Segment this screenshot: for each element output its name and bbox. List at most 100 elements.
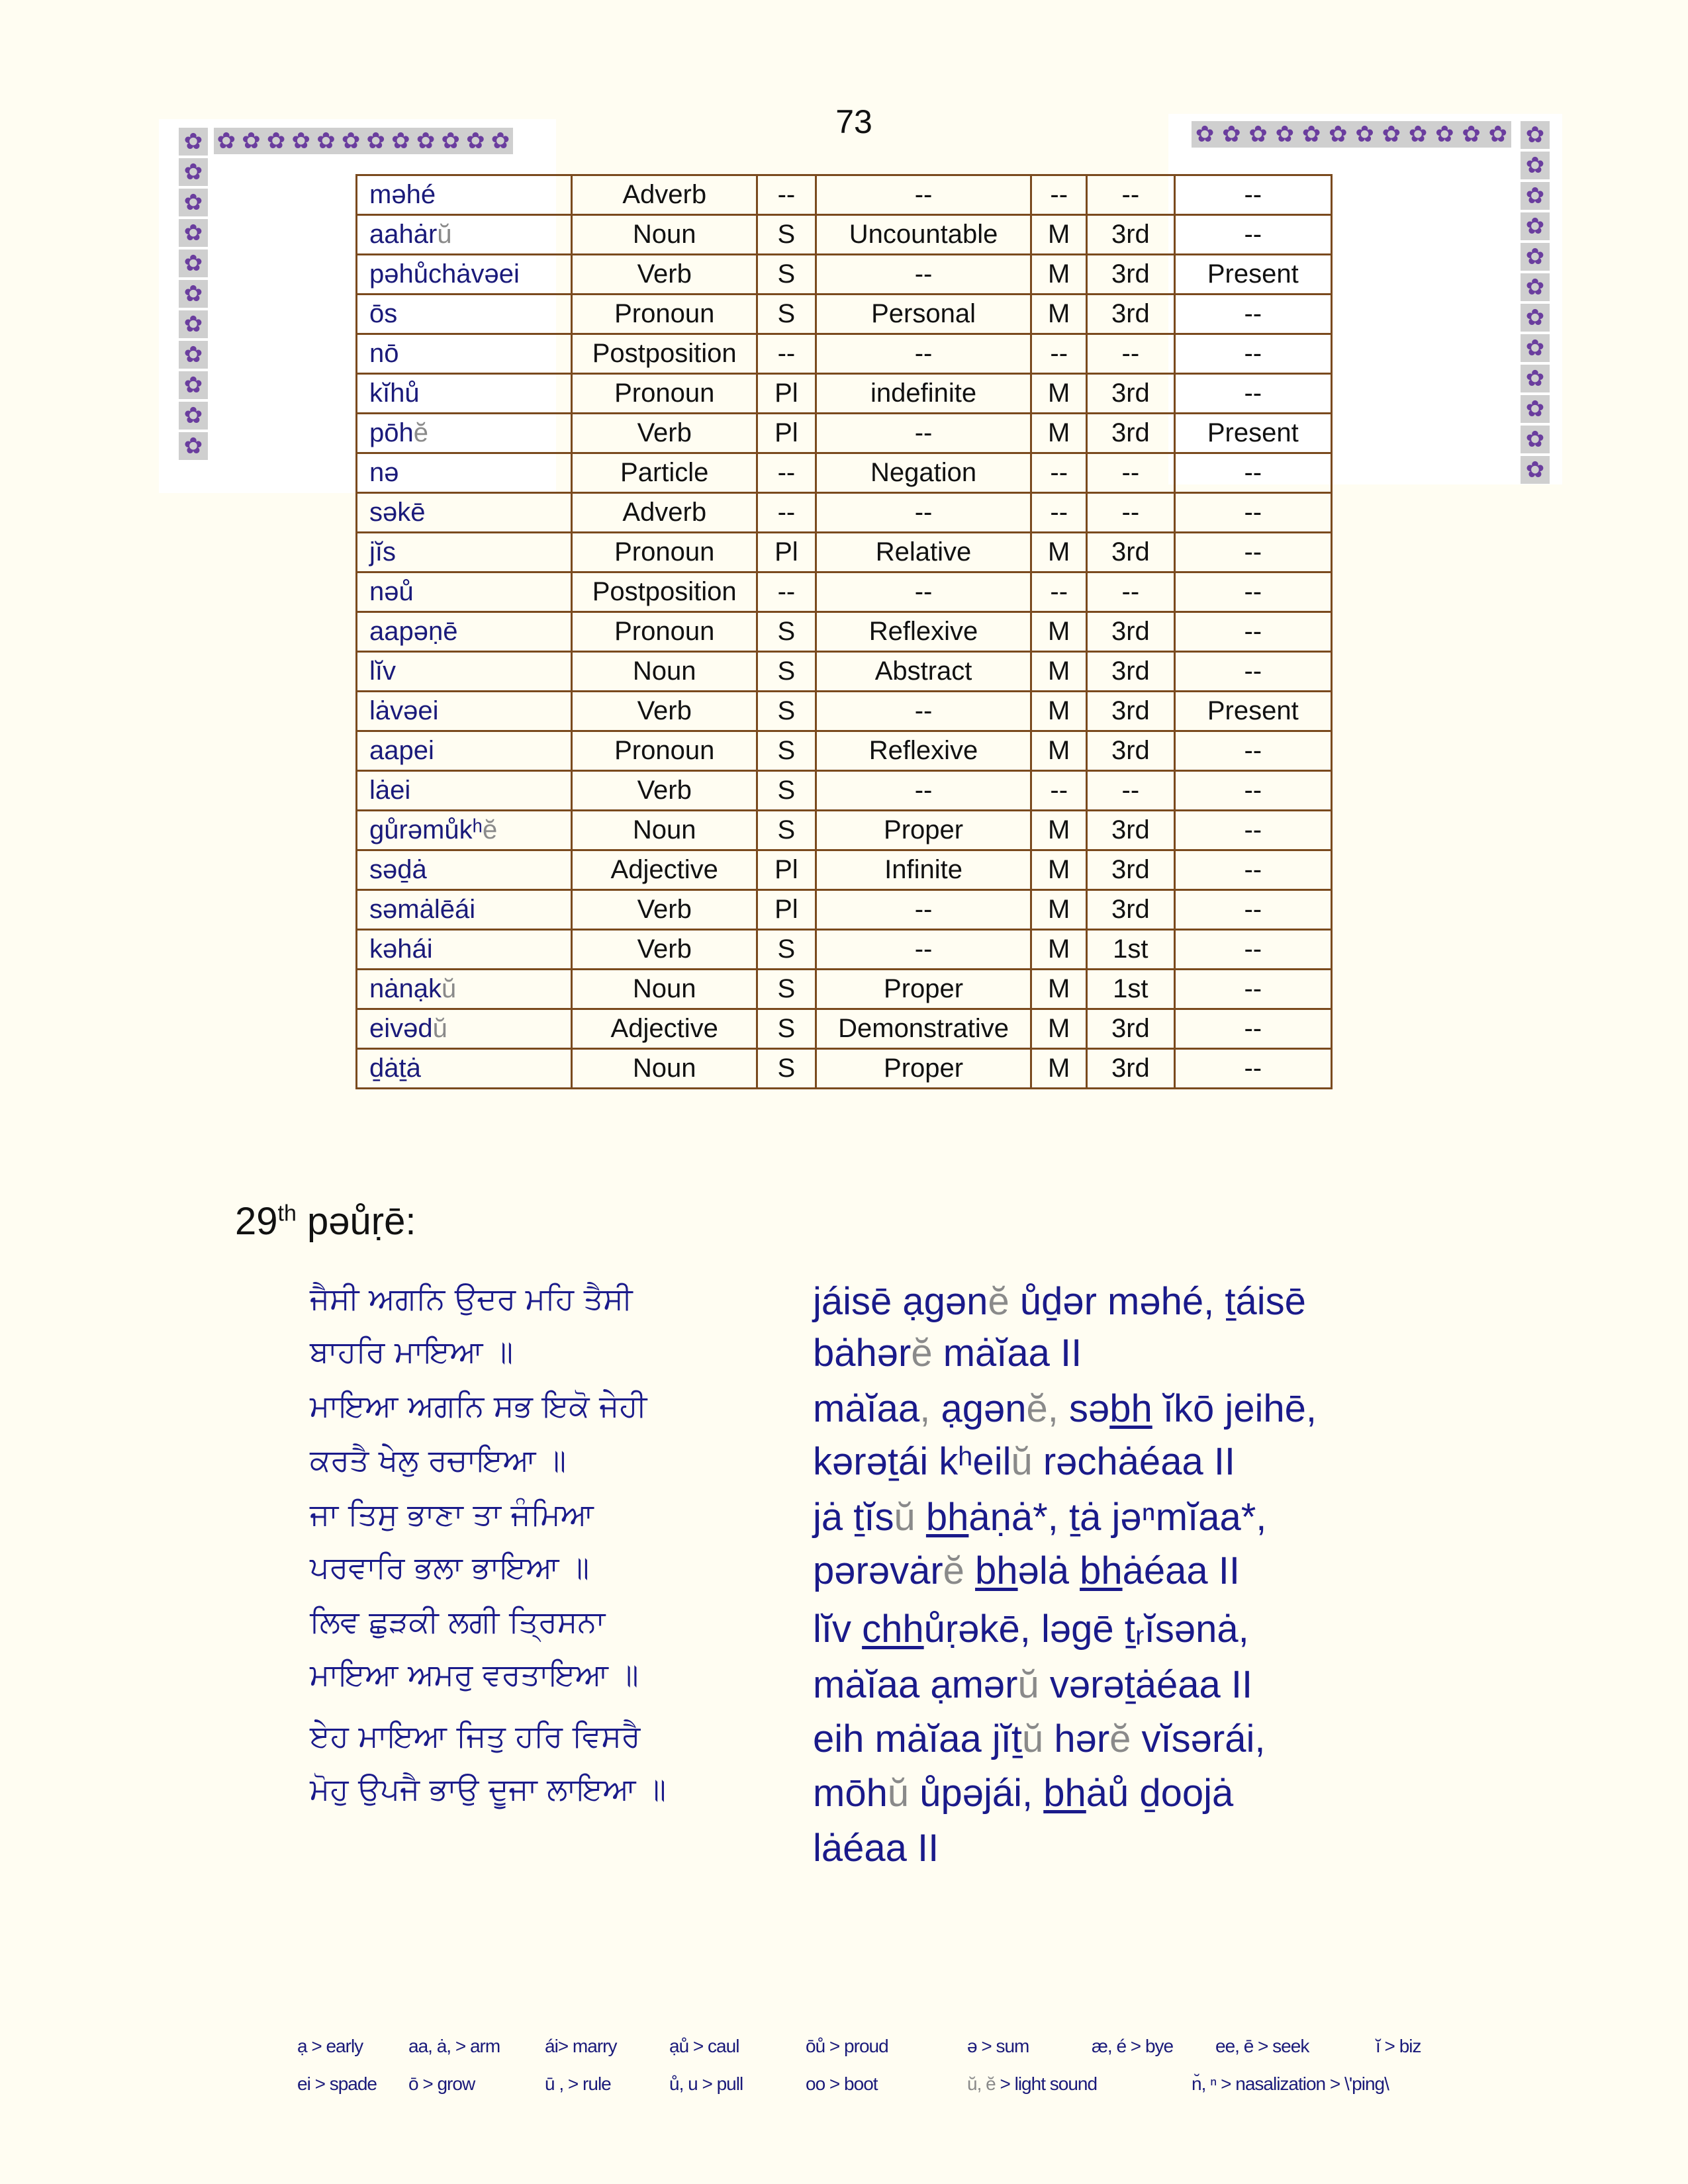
text-segment: oo > boot (806, 2073, 878, 2094)
text-segment: rəchȧéaa II (1032, 1440, 1236, 1483)
gurmukhi-line: ਕਰਤੈ ਖੇਲੁ ਰਚਾਇਆ ॥ (310, 1442, 567, 1478)
text-segment: jĭs (369, 537, 396, 567)
word-cell: kəhái (355, 929, 573, 970)
person-cell: 3rd (1086, 1008, 1176, 1050)
table-row: pəhůchȧvəei Verb S -- M 3rd Present (355, 253, 1333, 295)
num-cell: S (756, 611, 817, 653)
tense-cell: -- (1173, 968, 1333, 1010)
word-cell: pəhůchȧvəei (355, 253, 573, 295)
num-cell: Pl (756, 849, 817, 891)
num-cell: S (756, 293, 817, 335)
gender-cell: M (1030, 929, 1088, 970)
tense-cell: -- (1173, 770, 1333, 811)
text-segment: sə (1058, 1387, 1110, 1430)
text-segment: mȧĭaa II (932, 1332, 1082, 1375)
table-row: kĭhů Pronoun Pl indefinite M 3rd -- (355, 373, 1333, 414)
tense-cell: -- (1173, 929, 1333, 970)
person-cell: 1st (1086, 929, 1176, 970)
type-cell: -- (814, 412, 1033, 454)
word-cell: nə (355, 452, 573, 494)
word-cell: aapei (355, 730, 573, 772)
flower-icon: ✿ (1521, 212, 1550, 240)
flower-icon: ✿ (1521, 365, 1550, 392)
text-segment: pərəvȧr (813, 1549, 943, 1592)
flower-icon: ✿ (416, 128, 436, 154)
text-segment: səkē (369, 498, 426, 527)
table-row: nȧnạkŭ Noun S Proper M 1st -- (355, 968, 1333, 1010)
tense-cell: -- (1173, 214, 1333, 255)
gurmukhi-line: ਜੈਸੀ ਅਗਨਿ ਉਦਰ ਮਹਿ ਤੈਸੀ (310, 1281, 633, 1316)
text-segment: eivəd (369, 1014, 433, 1043)
type-cell: Proper (814, 1048, 1033, 1089)
pos-cell: Verb (571, 412, 759, 454)
word-cell: lȧei (355, 770, 573, 811)
pos-cell: Adjective (571, 849, 759, 891)
text-segment: ů, u > pull (669, 2073, 743, 2094)
flower-icon: ✿ (1521, 121, 1550, 149)
gurmukhi-line: ਪਰਵਾਰਿ ਭਲਾ ਭਾਇਆ ॥ (310, 1549, 590, 1585)
ornament-border-top-right: ✿ ✿ ✿ ✿ ✿ ✿ ✿ ✿ ✿ ✿ ✿ ✿ (1192, 121, 1511, 148)
text-segment: mȧĭaa (813, 1387, 920, 1430)
underlined-segment: bh (1109, 1387, 1152, 1430)
legend-item: ū , > rule (545, 2073, 612, 2095)
text-segment: ȧéaa II (1122, 1549, 1240, 1592)
flower-icon: ✿ (1521, 304, 1550, 332)
text-segment: mȧĭaa ạmər (813, 1663, 1018, 1706)
light-sound-segment: ĕ (413, 418, 428, 447)
flower-icon: ✿ (316, 128, 336, 154)
num-cell: Pl (756, 373, 817, 414)
pos-cell: Verb (571, 253, 759, 295)
legend-item: aa, ȧ, > arm (408, 2036, 500, 2057)
tense-cell: -- (1173, 452, 1333, 494)
flower-icon: ✿ (179, 189, 208, 216)
text-segment: aahȧr (369, 220, 438, 249)
tense-cell: -- (1173, 293, 1333, 335)
num-cell: -- (756, 174, 817, 216)
person-cell: 3rd (1086, 373, 1176, 414)
flower-icon: ✿ (1248, 121, 1268, 148)
light-sound-segment: ŭ (1021, 1717, 1044, 1760)
num-cell: S (756, 929, 817, 970)
type-cell: Reflexive (814, 730, 1033, 772)
legend-item: æ, é > bye (1092, 2036, 1174, 2057)
table-row: gůrəmůkʰĕ Noun S Proper M 3rd -- (355, 809, 1333, 851)
legend-item: oo > boot (806, 2073, 878, 2095)
pos-cell: Verb (571, 889, 759, 931)
light-sound-segment: ŭ (1011, 1440, 1033, 1483)
underlined-segment: bh (1080, 1549, 1123, 1592)
table-row: kəhái Verb S -- M 1st -- (355, 929, 1333, 970)
type-cell: Abstract (814, 651, 1033, 692)
gender-cell: -- (1030, 333, 1088, 375)
type-cell: indefinite (814, 373, 1033, 414)
person-cell: 3rd (1086, 253, 1176, 295)
gurmukhi-line: ਮੋਹੁ ਉਪਜੈ ਭਾਉ ਦੂਜਾ ਲਾਇਆ ॥ (310, 1771, 667, 1807)
transliteration-line: lȧéaa II (813, 1826, 939, 1870)
gender-cell: M (1030, 611, 1088, 653)
flower-icon: ✿ (179, 432, 208, 460)
table-row: ōs Pronoun S Personal M 3rd -- (355, 293, 1333, 335)
table-row: lȧvəei Verb S -- M 3rd Present (355, 690, 1333, 732)
num-cell: S (756, 253, 817, 295)
person-cell: -- (1086, 770, 1176, 811)
word-cell: ōs (355, 293, 573, 335)
transliteration-line: mȧĭaa, ạgənĕ, səbh ĭkō jeihē, (813, 1387, 1317, 1431)
flower-icon: ✿ (1195, 121, 1215, 148)
gender-cell: M (1030, 651, 1088, 692)
gender-cell: M (1030, 412, 1088, 454)
flower-icon: ✿ (1521, 243, 1550, 271)
flower-icon: ✿ (1521, 334, 1550, 362)
underlined-segment: bh (1043, 1772, 1086, 1815)
light-sound-segment: ĕ (911, 1332, 933, 1375)
text-segment: ō > grow (408, 2073, 475, 2094)
flower-icon: ✿ (1408, 121, 1428, 148)
num-cell: S (756, 1008, 817, 1050)
num-cell: -- (756, 333, 817, 375)
flower-icon: ✿ (1382, 121, 1401, 148)
gurmukhi-line: ਮਾਇਆ ਅਮਰੁ ਵਰਤਾਇਆ ॥ (310, 1657, 639, 1692)
legend-item: ə > sum (967, 2036, 1029, 2057)
light-sound-segment: ŭ (437, 220, 452, 249)
gender-cell: M (1030, 531, 1088, 573)
pos-cell: Pronoun (571, 730, 759, 772)
pos-cell: Adverb (571, 174, 759, 216)
person-cell: 3rd (1086, 849, 1176, 891)
